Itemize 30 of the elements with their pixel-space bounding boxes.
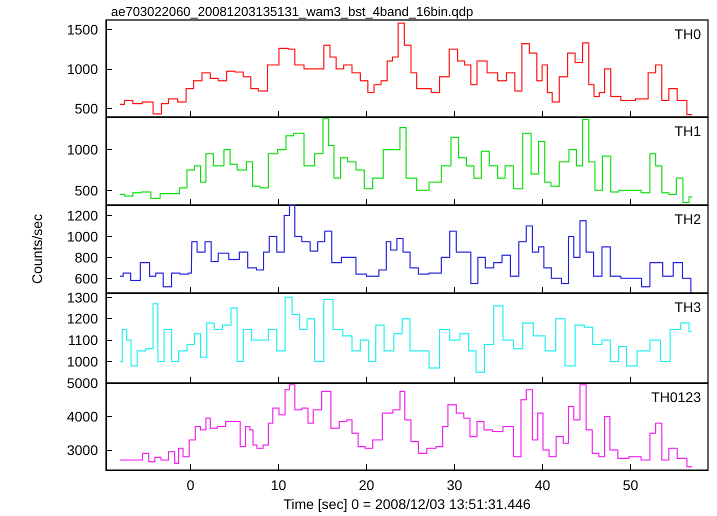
x-tick-label: 30 — [446, 477, 463, 494]
chart-title: ae703022060_20081203135131_wam3_bst_4band_16bin.qdp — [111, 4, 474, 19]
x-tick-label: 20 — [358, 477, 375, 494]
x-tick-label: 50 — [622, 477, 639, 494]
series-label: TH1 — [674, 123, 702, 139]
series-label: TH3 — [674, 299, 702, 315]
y-tick-label: 1500 — [66, 21, 98, 38]
x-axis-title: Time [sec] 0 = 2008/12/03 13:51:31.446 — [283, 496, 531, 512]
y-tick-label: 600 — [74, 270, 98, 286]
y-tick-label: 1300 — [66, 289, 98, 306]
text: TH2 — [674, 211, 702, 227]
y-tick-label: 1100 — [68, 332, 98, 348]
y-tick-label: 1000 — [66, 354, 98, 370]
series-label: TH0 — [674, 26, 702, 42]
x-tick-label: 0 — [186, 477, 195, 494]
x-tick-label: 10 — [270, 477, 286, 494]
y-tick-label: 500 — [74, 100, 98, 116]
y-tick-label: 4000 — [66, 408, 98, 424]
y-tick-label: 1000 — [66, 142, 98, 158]
y-tick-label: 800 — [74, 249, 98, 266]
y-tick-label: 1200 — [66, 310, 98, 327]
y-tick-label: 1000 — [66, 60, 98, 77]
series-label: TH0123 — [651, 389, 702, 405]
y-axis-title: Counts/sec — [29, 214, 45, 284]
y-tick-label: 3000 — [66, 442, 98, 458]
x-tick-label: 40 — [534, 477, 551, 494]
y-tick-label: 1000 — [66, 228, 98, 244]
y-tick-label: 5000 — [66, 375, 98, 391]
y-tick-label: 1200 — [66, 207, 98, 224]
y-tick-label: 500 — [74, 182, 98, 198]
